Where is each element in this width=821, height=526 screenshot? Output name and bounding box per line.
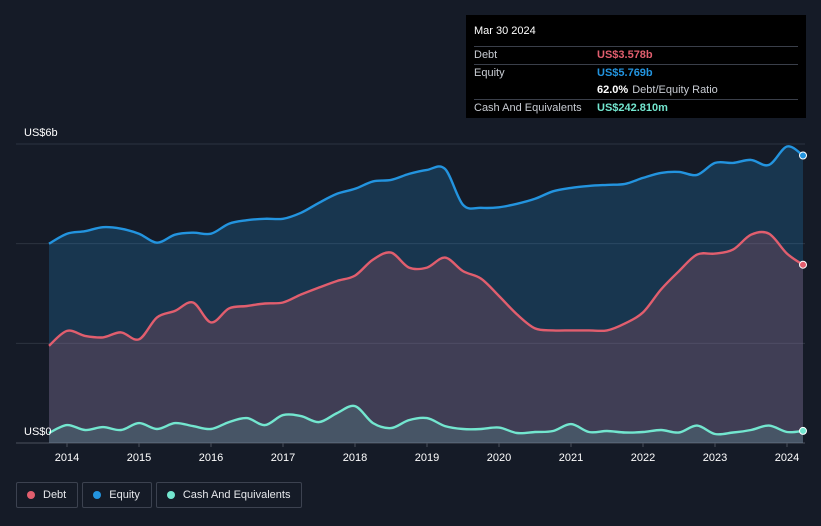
- cash-area: [49, 405, 803, 443]
- tooltip-debt-label: Debt: [474, 49, 498, 61]
- y-axis-top-label: US$6b: [24, 127, 58, 139]
- x-axis-ticks: 2014 2015 2016 2017 2018 2019 2020 2021 2022 2023…: [55, 443, 799, 464]
- tooltip-cash-value: US$242.810m: [597, 102, 668, 114]
- legend-dot-equity: [93, 491, 102, 499]
- tooltip-row-equity: Equity US$5.769b: [474, 64, 798, 82]
- legend-label-cash: Cash And Equivalents: [182, 489, 291, 501]
- x-tick-label-2015: 2015: [127, 452, 151, 464]
- grid-lines: [16, 143, 805, 444]
- tooltip-row-cash: Cash And Equivalents US$242.810m: [474, 99, 798, 117]
- legend-label-equity: Equity: [109, 489, 140, 501]
- data-tooltip: Mar 30 2024 Debt US$3.578b Equity US$5.7…: [466, 15, 806, 118]
- y-axis-bottom-label: US$0: [24, 426, 52, 438]
- x-tick-label-2020: 2020: [487, 452, 511, 464]
- legend-item-cash[interactable]: Cash And Equivalents: [155, 482, 303, 508]
- cash-line: [48, 404, 804, 436]
- legend-label-debt: Debt: [43, 489, 67, 501]
- tooltip-ratio-value: 62.0%: [597, 84, 629, 96]
- tooltip-debt-value: US$3.578b: [597, 49, 653, 61]
- tooltip-equity-value: US$5.769b: [597, 67, 653, 79]
- tooltip-ratio-spacer: [474, 82, 597, 99]
- x-tick-label-2019: 2019: [415, 452, 439, 464]
- x-tick-label-2024: 2024: [775, 452, 799, 464]
- legend-item-equity[interactable]: Equity: [82, 482, 152, 508]
- x-tick-label-2023: 2023: [703, 452, 727, 464]
- chart-legend: Debt Equity Cash And Equivalents: [16, 482, 306, 510]
- tooltip-date: Mar 30 2024: [474, 25, 536, 37]
- tooltip-row-ratio: 62.0% Debt/Equity Ratio: [474, 82, 798, 99]
- cash-end-marker: [799, 426, 807, 435]
- equity-line: [48, 145, 804, 245]
- x-tick-label-2018: 2018: [343, 452, 367, 464]
- x-tick-label-2021: 2021: [559, 452, 583, 464]
- end-markers: [799, 151, 807, 435]
- x-tick-label-2016: 2016: [199, 452, 223, 464]
- legend-item-debt[interactable]: Debt: [16, 482, 79, 508]
- debt-line: [48, 230, 804, 347]
- legend-dot-cash: [166, 491, 175, 499]
- series-areas: [49, 146, 803, 443]
- debt-area: [49, 231, 803, 443]
- series-lines: [48, 145, 804, 436]
- tooltip-equity-label: Equity: [474, 67, 505, 79]
- tooltip-ratio-label: Debt/Equity Ratio: [632, 84, 718, 96]
- x-tick-label-2014: 2014: [55, 452, 79, 464]
- equity-end-marker: [799, 151, 807, 160]
- equity-area: [49, 146, 803, 443]
- tooltip-row-debt: Debt US$3.578b: [474, 46, 798, 64]
- debt-end-marker: [799, 260, 807, 269]
- x-tick-label-2022: 2022: [631, 452, 655, 464]
- legend-dot-debt: [27, 491, 35, 499]
- tooltip-cash-label: Cash And Equivalents: [474, 102, 582, 114]
- x-tick-label-2017: 2017: [271, 452, 295, 464]
